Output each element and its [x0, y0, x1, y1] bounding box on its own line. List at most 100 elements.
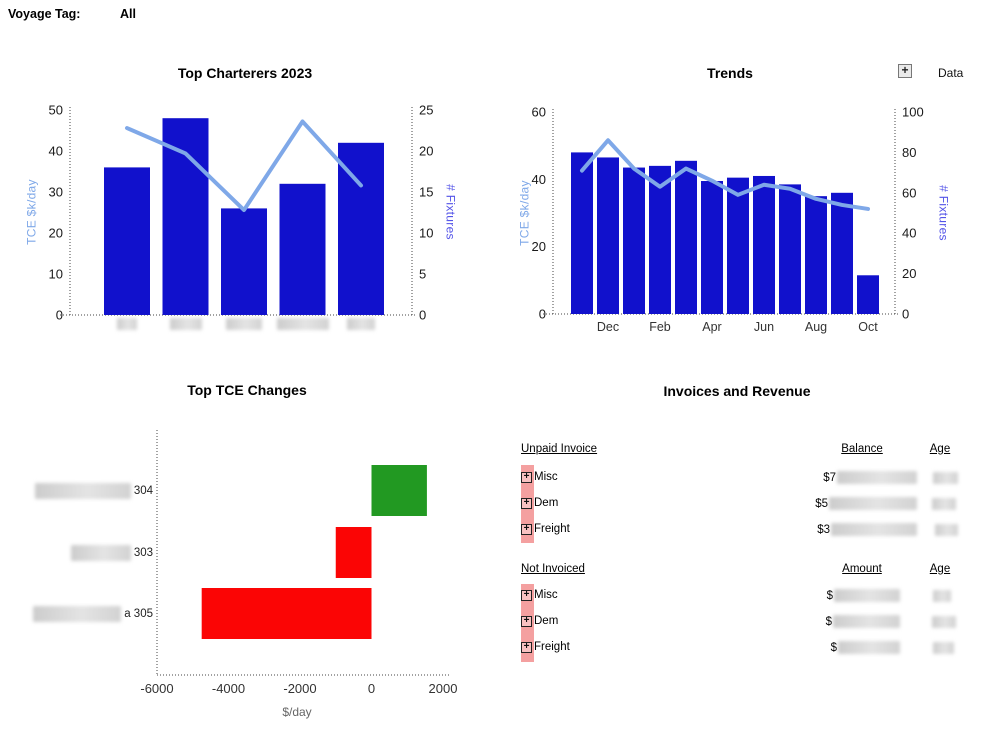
tick-label: Oct — [858, 320, 878, 334]
column-header-age: Age — [929, 443, 951, 455]
vessel-number: 303 — [133, 546, 153, 559]
redacted-value — [833, 615, 900, 628]
value-prefix: $3 — [817, 523, 830, 536]
bar — [597, 157, 619, 314]
tick-label: 20 — [419, 144, 433, 159]
tick-label: 80 — [902, 145, 916, 160]
invoice-row: + Dem $ — [521, 615, 981, 629]
invoice-row: + Freight $ — [521, 641, 981, 655]
expand-icon[interactable]: + — [521, 616, 532, 627]
expand-icon[interactable]: + — [521, 524, 532, 535]
bar — [831, 192, 853, 314]
invoice-row-label: Misc — [534, 589, 558, 601]
top-charterers-plot: 0 10 20 30 40 50 0 5 10 15 20 25 — [49, 103, 434, 323]
tick-label: -6000 — [140, 681, 173, 696]
tick-label: 10 — [49, 267, 63, 282]
tce-row-label: a 305 — [33, 605, 153, 622]
tick-label: 25 — [419, 103, 433, 118]
invoice-row-value: $ — [826, 615, 900, 628]
bar — [779, 184, 801, 314]
tick-label: 40 — [49, 144, 63, 159]
chart-title: Trends — [707, 65, 753, 81]
redacted-vessel-name — [33, 605, 122, 622]
tick-label: 40 — [532, 172, 546, 187]
invoice-row: + Misc $ — [521, 589, 981, 603]
x-category-redacted — [226, 318, 262, 330]
invoice-row-value: $5 — [815, 497, 917, 510]
vessel-number: 304 — [133, 484, 153, 497]
tick-label: -4000 — [212, 681, 245, 696]
redacted-value — [837, 471, 917, 484]
expand-icon[interactable]: + — [521, 642, 532, 653]
tick-label: 60 — [902, 185, 916, 200]
tick-label: 10 — [419, 226, 433, 241]
chart-top-charterers: Top Charterers 2023 TCE $k/day # Fixture… — [0, 60, 470, 355]
value-prefix: $ — [826, 589, 833, 602]
tick-label: 15 — [419, 185, 433, 200]
tick-label: 0 — [419, 308, 426, 323]
bar — [221, 208, 267, 315]
expand-icon[interactable]: + — [898, 64, 912, 78]
tce-change-bar — [201, 588, 372, 639]
expand-icon[interactable]: + — [521, 590, 532, 601]
chart-title: Top TCE Changes — [187, 382, 307, 398]
expand-icon[interactable]: + — [521, 498, 532, 509]
tick-label: 50 — [49, 103, 63, 118]
redacted-age — [933, 472, 958, 484]
invoices-panel: Invoices and Revenue Unpaid Invoice Bala… — [500, 375, 981, 675]
invoice-row-value: $7 — [823, 471, 917, 484]
expand-icon[interactable]: + — [521, 472, 532, 483]
column-header-age: Age — [929, 563, 951, 575]
x-axis-label: $/day — [282, 705, 312, 719]
data-button[interactable]: Data — [938, 66, 964, 80]
invoice-row: + Dem $5 — [521, 497, 981, 511]
fixtures-line — [580, 138, 870, 211]
redacted-age — [932, 616, 956, 628]
x-category-redacted — [169, 318, 202, 330]
bar — [279, 183, 326, 315]
chart-top-tce-changes: Top TCE Changes -6000 -4000 -2000 0 2000 304… — [0, 375, 490, 730]
section-heading: Unpaid Invoice — [521, 443, 598, 455]
invoice-row-value: $ — [827, 589, 900, 602]
bar — [727, 177, 749, 314]
tick-label: 40 — [902, 226, 916, 241]
redacted-value — [838, 641, 900, 654]
tick-label: 60 — [532, 105, 546, 120]
voyage-tag-value[interactable]: All — [120, 7, 136, 21]
invoice-row-value: $ — [831, 641, 900, 654]
trends-plot: 0 20 40 60 0 20 40 60 80 100 Dec Feb Apr Jun Aug Oct — [532, 105, 924, 335]
x-category-redacted — [117, 318, 137, 330]
value-prefix: $ — [825, 615, 832, 628]
chart-title: Top Charterers 2023 — [177, 65, 313, 81]
bar — [701, 181, 723, 314]
tick-label: 30 — [49, 185, 63, 200]
tick-label: 0 — [539, 307, 546, 322]
tce-change-bar — [335, 527, 372, 578]
panel-title: Invoices and Revenue — [663, 383, 811, 399]
redacted-age — [933, 590, 951, 602]
bar — [857, 275, 879, 314]
tick-label: 5 — [419, 267, 426, 282]
tick-label: -2000 — [283, 681, 316, 696]
tick-label: 0 — [902, 307, 909, 322]
tick-label: 0 — [368, 681, 375, 696]
bar — [571, 152, 593, 314]
x-category-redacted — [347, 318, 375, 330]
tick-label: Aug — [805, 320, 827, 334]
redacted-age — [935, 524, 958, 536]
vessel-number: a 305 — [124, 607, 153, 620]
invoice-row-label: Misc — [534, 471, 558, 483]
bar — [162, 118, 209, 315]
invoice-row: + Freight $3 — [521, 523, 981, 537]
tick-label: 2000 — [429, 681, 458, 696]
tick-label: 20 — [532, 239, 546, 254]
bar — [623, 167, 645, 314]
tick-label: 0 — [56, 308, 63, 323]
redacted-age — [932, 498, 956, 510]
invoice-row-label: Freight — [534, 523, 570, 535]
invoice-row-label: Freight — [534, 641, 570, 653]
invoice-row: + Misc $7 — [521, 471, 981, 485]
tick-label: Feb — [649, 320, 671, 334]
tce-row-label: 303 — [70, 544, 153, 561]
